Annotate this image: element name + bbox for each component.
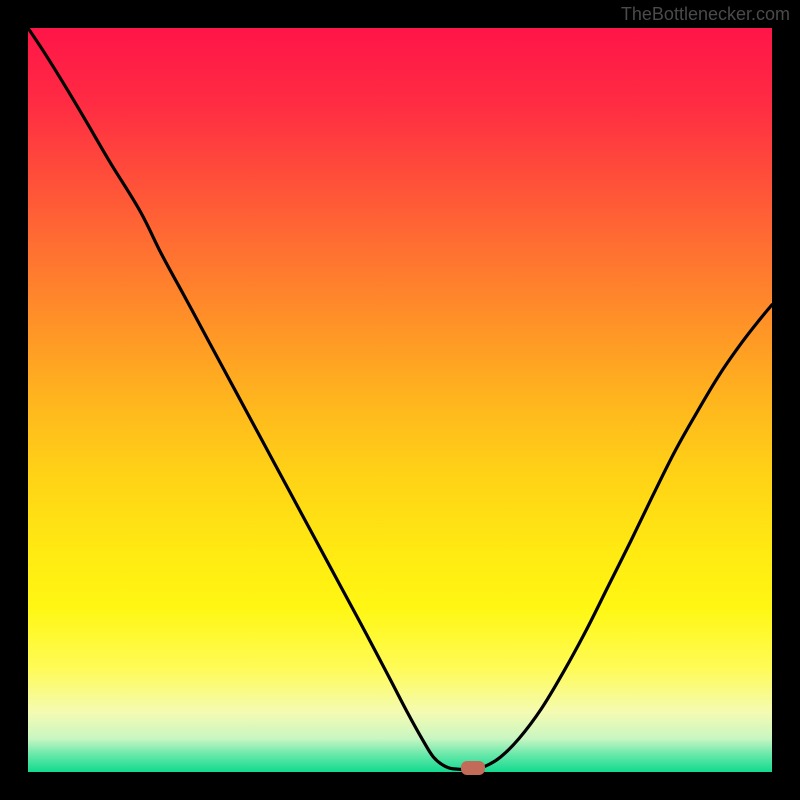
bottleneck-curve xyxy=(28,28,772,772)
curve-path xyxy=(28,28,772,769)
attribution-label: TheBottlenecker.com xyxy=(621,4,790,25)
plot-area xyxy=(28,28,772,772)
minimum-marker xyxy=(461,761,485,775)
chart-container: TheBottlenecker.com xyxy=(0,0,800,800)
